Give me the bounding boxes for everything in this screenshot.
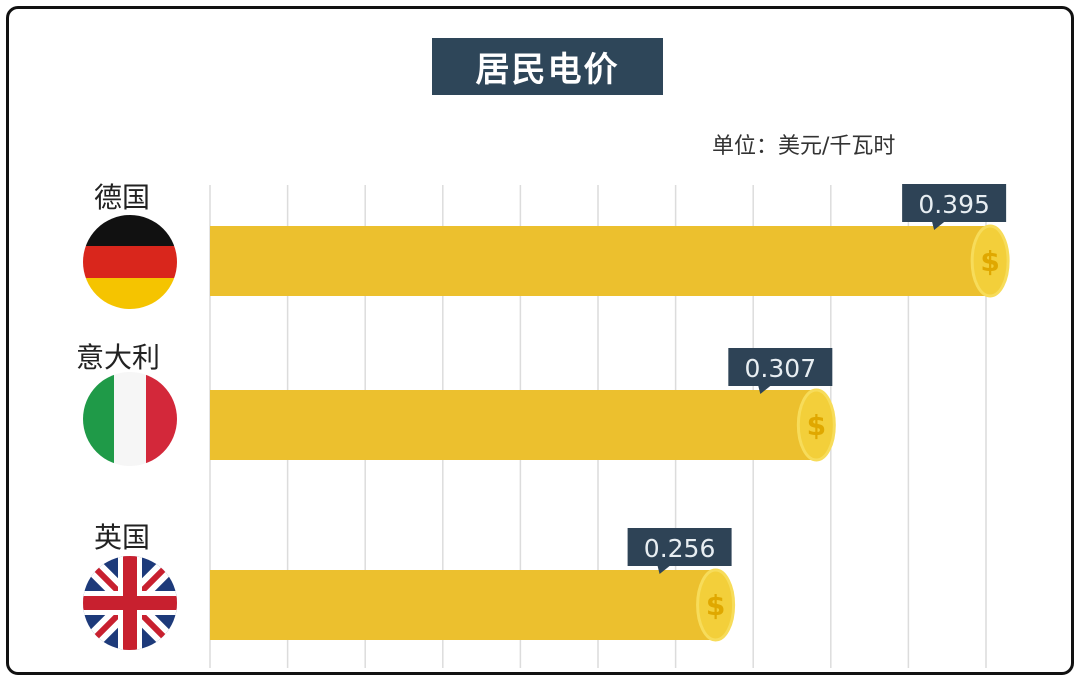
dollar-sign: $ <box>807 409 826 442</box>
unit-label: 单位：美元/千瓦时 <box>712 134 896 159</box>
uk-flag-icon <box>83 556 177 650</box>
data-label-pointer <box>932 222 945 230</box>
dollar-sign: $ <box>980 245 999 278</box>
category-label: 德国 <box>94 181 151 214</box>
dollar-coin-icon <box>796 388 836 462</box>
data-label: 0.307 <box>745 354 817 383</box>
data-label-box <box>728 348 833 386</box>
data-label-box <box>627 528 732 566</box>
dollar-sign: $ <box>706 589 725 622</box>
category-label: 意大利 <box>76 341 161 374</box>
bar <box>210 390 817 460</box>
chart-title: 居民电价 <box>432 38 663 95</box>
italy-flag-icon <box>83 372 177 466</box>
bar <box>210 570 716 640</box>
data-label: 0.256 <box>644 534 716 563</box>
chart-frame <box>6 6 1074 675</box>
data-label-pointer <box>657 566 670 574</box>
data-label: 0.395 <box>918 190 990 219</box>
category-label: 英国 <box>94 521 151 554</box>
dollar-coin-icon <box>696 568 736 642</box>
dollar-coin-icon <box>970 224 1010 298</box>
germany-flag-icon <box>83 215 177 309</box>
data-label-pointer <box>758 386 771 394</box>
data-label-box <box>902 184 1007 222</box>
bar <box>210 226 991 296</box>
